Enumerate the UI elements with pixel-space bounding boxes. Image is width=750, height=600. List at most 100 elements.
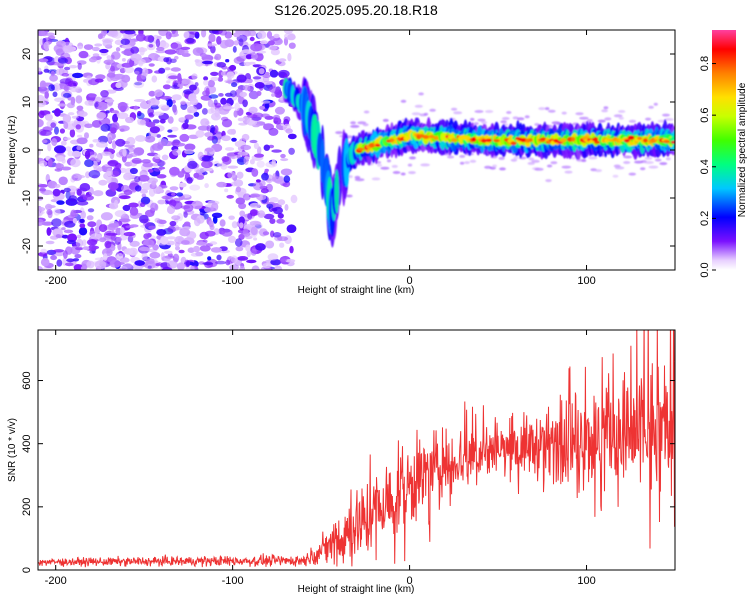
noise-blob [201, 160, 213, 169]
noise-blob [174, 227, 183, 231]
noise-blob [272, 232, 282, 238]
noise-blob [155, 38, 161, 48]
noise-blob [112, 86, 124, 92]
noise-blob [253, 181, 263, 191]
noise-blob [225, 259, 231, 266]
noise-blob [61, 227, 66, 231]
noise-blob [54, 184, 61, 188]
noise-blob [148, 63, 155, 67]
colorbar-tick-label: 0.8 [699, 56, 711, 71]
noise-blob [106, 72, 116, 78]
noise-blob [88, 57, 97, 63]
signal-halo [665, 157, 671, 161]
noise-blob [156, 134, 161, 138]
signal-halo [492, 164, 497, 168]
noise-blob [118, 218, 131, 223]
noise-blob [119, 67, 126, 74]
noise-blob [131, 157, 142, 164]
signal-halo [346, 194, 353, 198]
noise-blob [128, 202, 139, 208]
signal-blob [334, 169, 340, 214]
noise-blob [178, 117, 186, 121]
noise-blob [134, 185, 142, 192]
noise-blob [43, 68, 50, 73]
noise-blob [201, 108, 208, 115]
colorbar-tick-label: 0.0 [699, 262, 711, 277]
signal-halo [623, 161, 631, 164]
signal-blob [487, 138, 493, 143]
snr-x-ticks: -200 -100 0 100 [45, 330, 596, 587]
noise-blob [195, 130, 205, 138]
spectrogram-x-tick-label: 0 [407, 275, 413, 287]
noise-blob [164, 67, 171, 71]
noise-blob [53, 249, 65, 253]
noise-blob [231, 221, 238, 229]
noise-blob [234, 238, 243, 247]
noise-blob [69, 65, 78, 69]
signal-blob [528, 137, 533, 143]
noise-blob [147, 265, 152, 269]
noise-blob [236, 74, 247, 83]
spectrogram-y-tick-label: -20 [21, 238, 33, 254]
noise-blob [158, 219, 167, 225]
signal-halo [363, 110, 370, 114]
signal-halo [659, 162, 668, 166]
noise-blob [251, 53, 258, 60]
noise-blob [177, 73, 182, 82]
signal-blob [663, 139, 670, 144]
noise-blob [53, 44, 64, 53]
noise-blob [265, 240, 275, 249]
noise-blob [268, 45, 278, 51]
snr-x-tick-label: -100 [222, 575, 244, 587]
noise-blob [158, 223, 165, 227]
signal-blob [670, 140, 675, 144]
noise-blob [54, 126, 59, 135]
noise-blob [270, 259, 282, 266]
noise-blob [129, 224, 139, 228]
noise-blob [72, 72, 84, 79]
signal-halo [645, 117, 652, 121]
noise-blob [129, 167, 138, 175]
noise-blob [256, 90, 262, 97]
signal-halo [429, 108, 436, 112]
signal-halo [545, 107, 550, 111]
noise-blob [201, 30, 207, 38]
noise-blob [64, 220, 76, 228]
noise-blob [242, 99, 248, 108]
snr-panel: -200 -100 0 100 0 200 400 600 Height of straig… [7, 329, 676, 595]
noise-blob [191, 73, 198, 80]
noise-blob [269, 69, 279, 78]
signal-halo [613, 114, 623, 118]
noise-blob [39, 188, 47, 192]
noise-blob [210, 247, 222, 253]
noise-blob [125, 116, 134, 124]
noise-blob [154, 153, 161, 159]
noise-blob [204, 132, 213, 138]
noise-blob [50, 122, 56, 128]
noise-blob [88, 170, 101, 179]
noise-blob [70, 209, 77, 217]
signal-halo [451, 107, 458, 111]
noise-blob [117, 252, 124, 259]
noise-blob [225, 59, 230, 63]
noise-blob [75, 124, 82, 130]
noise-blob [216, 254, 222, 261]
noise-blob [38, 218, 45, 227]
noise-blob [236, 171, 244, 179]
noise-blob [288, 147, 295, 155]
signal-halo [506, 111, 512, 114]
noise-blob [209, 241, 218, 245]
noise-blob [92, 139, 100, 143]
noise-blob [110, 127, 117, 134]
noise-blob [277, 69, 290, 78]
noise-blob [185, 260, 190, 267]
noise-blob [239, 91, 247, 98]
noise-blob [84, 132, 89, 139]
noise-blob [120, 38, 130, 45]
noise-blob [262, 76, 270, 83]
noise-blob [50, 70, 56, 77]
noise-blob [178, 49, 189, 55]
noise-blob [124, 66, 135, 74]
noise-blob [231, 181, 237, 187]
